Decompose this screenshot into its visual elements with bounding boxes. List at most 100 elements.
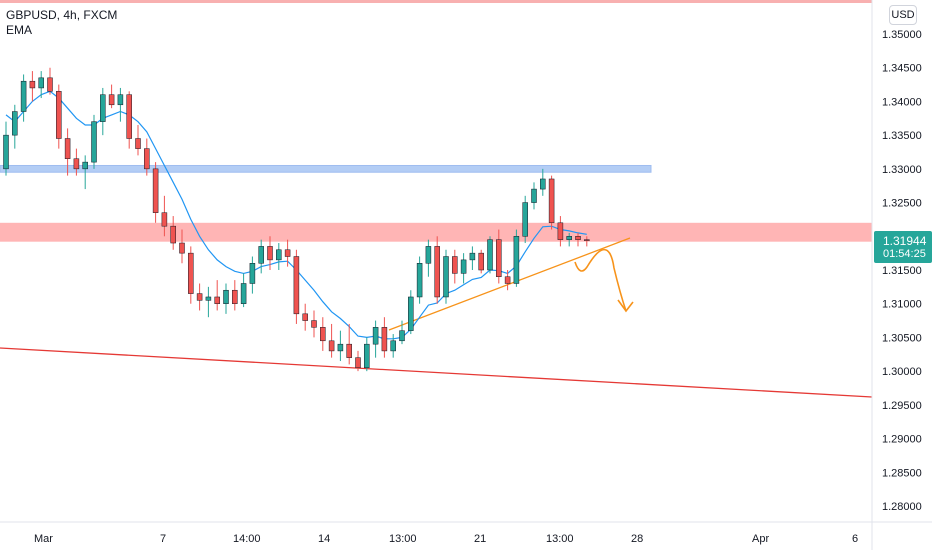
candle-body bbox=[276, 249, 282, 261]
time-tick-label: 13:00 bbox=[546, 533, 574, 545]
candle bbox=[179, 229, 185, 264]
time-tick-label: Apr bbox=[752, 533, 769, 545]
currency-button[interactable]: USD bbox=[889, 5, 917, 25]
candle-body bbox=[29, 80, 36, 89]
candle bbox=[443, 249, 449, 304]
candle-body bbox=[64, 138, 71, 159]
candle bbox=[584, 236, 590, 247]
price-tick-label: 1.33500 bbox=[882, 130, 922, 142]
candle-body bbox=[372, 327, 379, 345]
candle bbox=[364, 337, 370, 372]
candle bbox=[12, 104, 18, 149]
candle-body bbox=[196, 293, 203, 301]
candle bbox=[478, 249, 484, 274]
resistance-zone bbox=[0, 164, 652, 173]
candle bbox=[496, 229, 502, 284]
candle bbox=[91, 114, 97, 169]
candle bbox=[152, 162, 159, 223]
candle-body bbox=[346, 343, 352, 358]
candle bbox=[452, 249, 458, 284]
candle bbox=[487, 236, 493, 274]
candle bbox=[20, 74, 27, 122]
candle-body bbox=[161, 212, 168, 227]
time-tick-label: 7 bbox=[160, 533, 166, 545]
candle-body bbox=[302, 313, 308, 321]
candle-body bbox=[452, 256, 458, 274]
indicator-label[interactable]: EMA bbox=[6, 23, 33, 37]
candle-body bbox=[460, 259, 467, 274]
time-tick-label: 28 bbox=[631, 533, 643, 545]
price-tick-label: 1.32500 bbox=[882, 198, 922, 210]
candle-body bbox=[179, 242, 185, 254]
candle bbox=[293, 249, 300, 324]
candle-body bbox=[47, 77, 53, 92]
candle-body bbox=[390, 340, 396, 352]
candle-body bbox=[240, 283, 247, 304]
candle-body bbox=[284, 249, 291, 257]
candle-body bbox=[20, 80, 27, 112]
candle bbox=[434, 236, 440, 304]
projection-path bbox=[574, 248, 627, 312]
chart-legend[interactable]: GBPUSD, 4h, FXCM EMA bbox=[6, 8, 117, 38]
candle-body bbox=[575, 236, 581, 240]
price-tick-label: 1.31500 bbox=[882, 265, 922, 277]
candle-body bbox=[540, 178, 546, 190]
candle-body bbox=[3, 134, 9, 170]
candle bbox=[548, 175, 555, 230]
candle bbox=[504, 270, 511, 291]
candle bbox=[64, 128, 71, 176]
candle-body bbox=[100, 94, 106, 122]
price-tick-label: 1.29000 bbox=[882, 434, 922, 446]
price-tick-label: 1.34000 bbox=[882, 96, 922, 108]
candle-body bbox=[38, 77, 44, 89]
candle bbox=[135, 125, 141, 156]
candle-body bbox=[73, 158, 80, 170]
candle bbox=[73, 148, 80, 176]
candle bbox=[196, 283, 203, 311]
price-tick-label: 1.31000 bbox=[882, 299, 922, 311]
last-price-value: 1.31944 bbox=[883, 234, 927, 248]
candle-body bbox=[416, 263, 423, 298]
candle-body bbox=[293, 256, 300, 315]
candle-body bbox=[152, 168, 159, 213]
candle bbox=[117, 87, 124, 122]
candle-body bbox=[108, 94, 115, 106]
symbol-label[interactable]: GBPUSD, 4h, FXCM bbox=[6, 8, 118, 22]
candle bbox=[399, 320, 405, 345]
candle bbox=[416, 256, 423, 304]
candle-body bbox=[214, 296, 220, 304]
price-tick-label: 1.28500 bbox=[882, 467, 922, 479]
candle bbox=[258, 239, 264, 274]
candle-body bbox=[496, 239, 502, 277]
support-zone bbox=[0, 222, 872, 242]
candle-body bbox=[82, 161, 88, 170]
candle-body bbox=[408, 296, 414, 331]
candle bbox=[311, 310, 317, 338]
candle bbox=[557, 216, 564, 247]
candle bbox=[531, 182, 537, 210]
candle bbox=[575, 232, 581, 247]
candle bbox=[522, 195, 528, 244]
candle-body bbox=[364, 343, 370, 369]
candle bbox=[267, 236, 273, 270]
channel-line bbox=[0, 347, 873, 398]
time-tick-label: 14:00 bbox=[233, 533, 261, 545]
candle bbox=[47, 67, 53, 95]
candle bbox=[346, 323, 352, 365]
candle bbox=[108, 84, 115, 109]
candle bbox=[408, 290, 414, 335]
candle-body bbox=[12, 111, 18, 136]
candle bbox=[29, 71, 36, 102]
candle bbox=[223, 283, 229, 314]
candle-body bbox=[566, 236, 572, 240]
candle bbox=[38, 71, 44, 99]
candle-body bbox=[425, 246, 432, 264]
candle bbox=[161, 195, 168, 237]
candle bbox=[276, 243, 282, 270]
candle bbox=[232, 280, 238, 311]
projection-arrowhead bbox=[617, 299, 634, 313]
candle bbox=[469, 246, 476, 270]
candle bbox=[460, 253, 467, 284]
candle-body bbox=[126, 94, 132, 139]
